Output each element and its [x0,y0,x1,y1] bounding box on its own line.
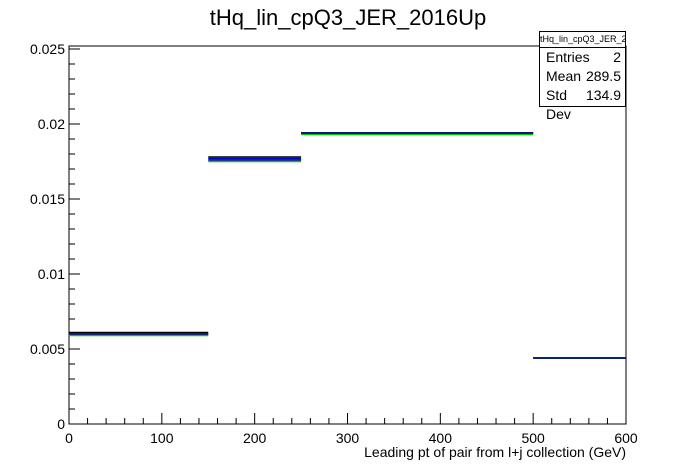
y-tick-label: 0.025 [30,41,65,57]
stats-label: Std Dev [546,87,571,122]
histogram-series [69,132,626,359]
x-tick-label: 300 [336,430,360,446]
y-tick-label: 0 [57,416,65,432]
stats-row-stddev: Std Dev 134.9 [540,86,625,124]
x-tick-label: 200 [243,430,267,446]
stats-label: Mean [546,68,582,84]
y-tick-label: 0.015 [30,191,65,207]
stats-value: 134.9 [585,87,621,103]
stats-row-entries: Entries 2 [540,48,625,67]
stats-box: tHq_lin_cpQ3_JER_2016Up Entries 2 Mean 2… [539,31,626,122]
series-layer [69,132,626,359]
stats-value: 2 [613,49,621,65]
histogram-series [69,133,626,359]
x-axis-label: Leading pt of pair from l+j collection (… [364,444,626,460]
chart-title: tHq_lin_cpQ3_JER_2016Up [210,5,486,30]
histogram-series [69,132,626,359]
stats-label: Entries [546,49,590,65]
x-tick-label: 0 [65,430,73,446]
x-tick-label: 100 [150,430,174,446]
x-tick-label: 600 [614,430,638,446]
histogram-series [69,132,626,359]
x-tick-label: 500 [521,430,545,446]
stats-row-mean: Mean 289.5 [540,67,625,86]
stats-title: tHq_lin_cpQ3_JER_2016Up [540,32,625,48]
y-tick-label: 0.005 [30,341,65,357]
y-tick-label: 0.02 [38,116,65,132]
y-axis: 0 0.005 0.01 0.015 0.02 0.025 [30,41,80,432]
y-tick-label: 0.01 [38,266,65,282]
x-axis: 0 100 200 300 400 500 600 [65,413,638,446]
x-tick-label: 400 [429,430,453,446]
stats-value: 289.5 [585,68,621,84]
